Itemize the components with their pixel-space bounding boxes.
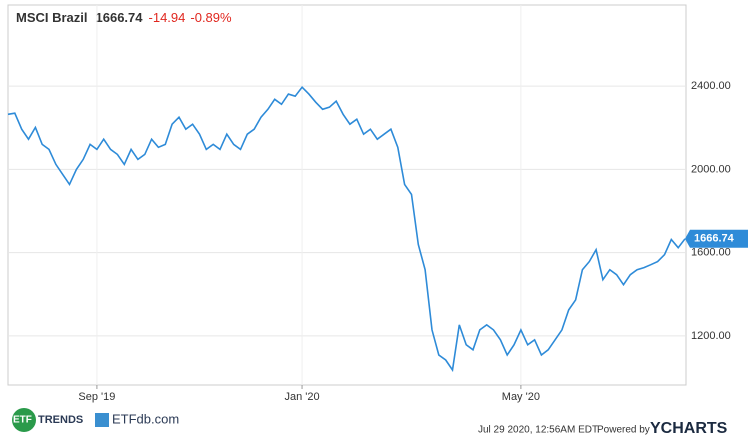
- line: [7, 85, 686, 373]
- logo-right-icon: [95, 413, 109, 427]
- change-percent: -0.89%: [190, 10, 232, 25]
- logo-left: ETF: [13, 415, 32, 426]
- x-tick-label: May '20: [502, 391, 540, 403]
- y-tick-label: 2400.00: [691, 80, 731, 92]
- timestamp: Jul 29 2020, 12:56AM EDT.: [478, 425, 600, 436]
- plot-layer: 1200.00 1600.00 2000.00 2400.00 Sep '19 Jan '…: [7, 5, 748, 403]
- powered-by: Powered by: [597, 425, 650, 436]
- y-tick-label: 1200.00: [691, 330, 731, 342]
- brand: YCHARTS: [650, 420, 728, 437]
- last-value: 1666.74: [96, 10, 144, 25]
- y-tick-label: 1600.00: [691, 247, 731, 259]
- x-tick-label: Jan '20: [284, 391, 319, 403]
- change: -14.94: [149, 10, 186, 25]
- chart-title: MSCI Brazil 1666.74 -14.94 -0.89%: [16, 10, 232, 25]
- last-value-label: 1666.74: [694, 233, 735, 245]
- y-tick-label: 2000.00: [691, 163, 731, 175]
- x-tick-label: Sep '19: [78, 391, 115, 403]
- title: MSCI Brazil: [16, 10, 88, 25]
- title-box: [10, 7, 242, 31]
- logo-left-text: TRENDS: [38, 414, 83, 426]
- logo-icon: [12, 408, 36, 432]
- logo-right: ETFdb.com: [112, 411, 179, 426]
- last-value-tag: [685, 229, 748, 248]
- plot-area: [7, 4, 687, 386]
